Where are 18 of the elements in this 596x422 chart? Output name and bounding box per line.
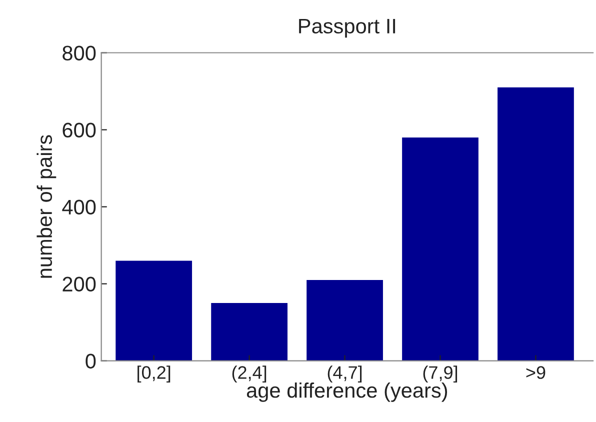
x-tick-label: [0,2] (138, 366, 170, 382)
y-tick-label: 0 (86, 354, 96, 369)
y-tick-label: 400 (62, 200, 96, 215)
x-tick-label: (2,4] (232, 366, 266, 382)
y-tick-label: 800 (62, 46, 96, 61)
y-tick-label: 600 (62, 122, 96, 138)
bar (498, 87, 574, 361)
bar (402, 137, 478, 361)
chart-title: Passport II (299, 18, 396, 38)
bar (306, 280, 383, 361)
bar (116, 260, 192, 361)
x-tick-label: >9 (526, 366, 546, 379)
bar (211, 303, 288, 361)
y-axis-title: number of pairs (36, 135, 56, 278)
y-tick-label: 200 (62, 276, 96, 292)
x-axis-title: age difference (years) (246, 382, 448, 402)
x-tick-label: (4,7] (328, 366, 362, 382)
x-tick-label: (7,9] (423, 366, 458, 382)
